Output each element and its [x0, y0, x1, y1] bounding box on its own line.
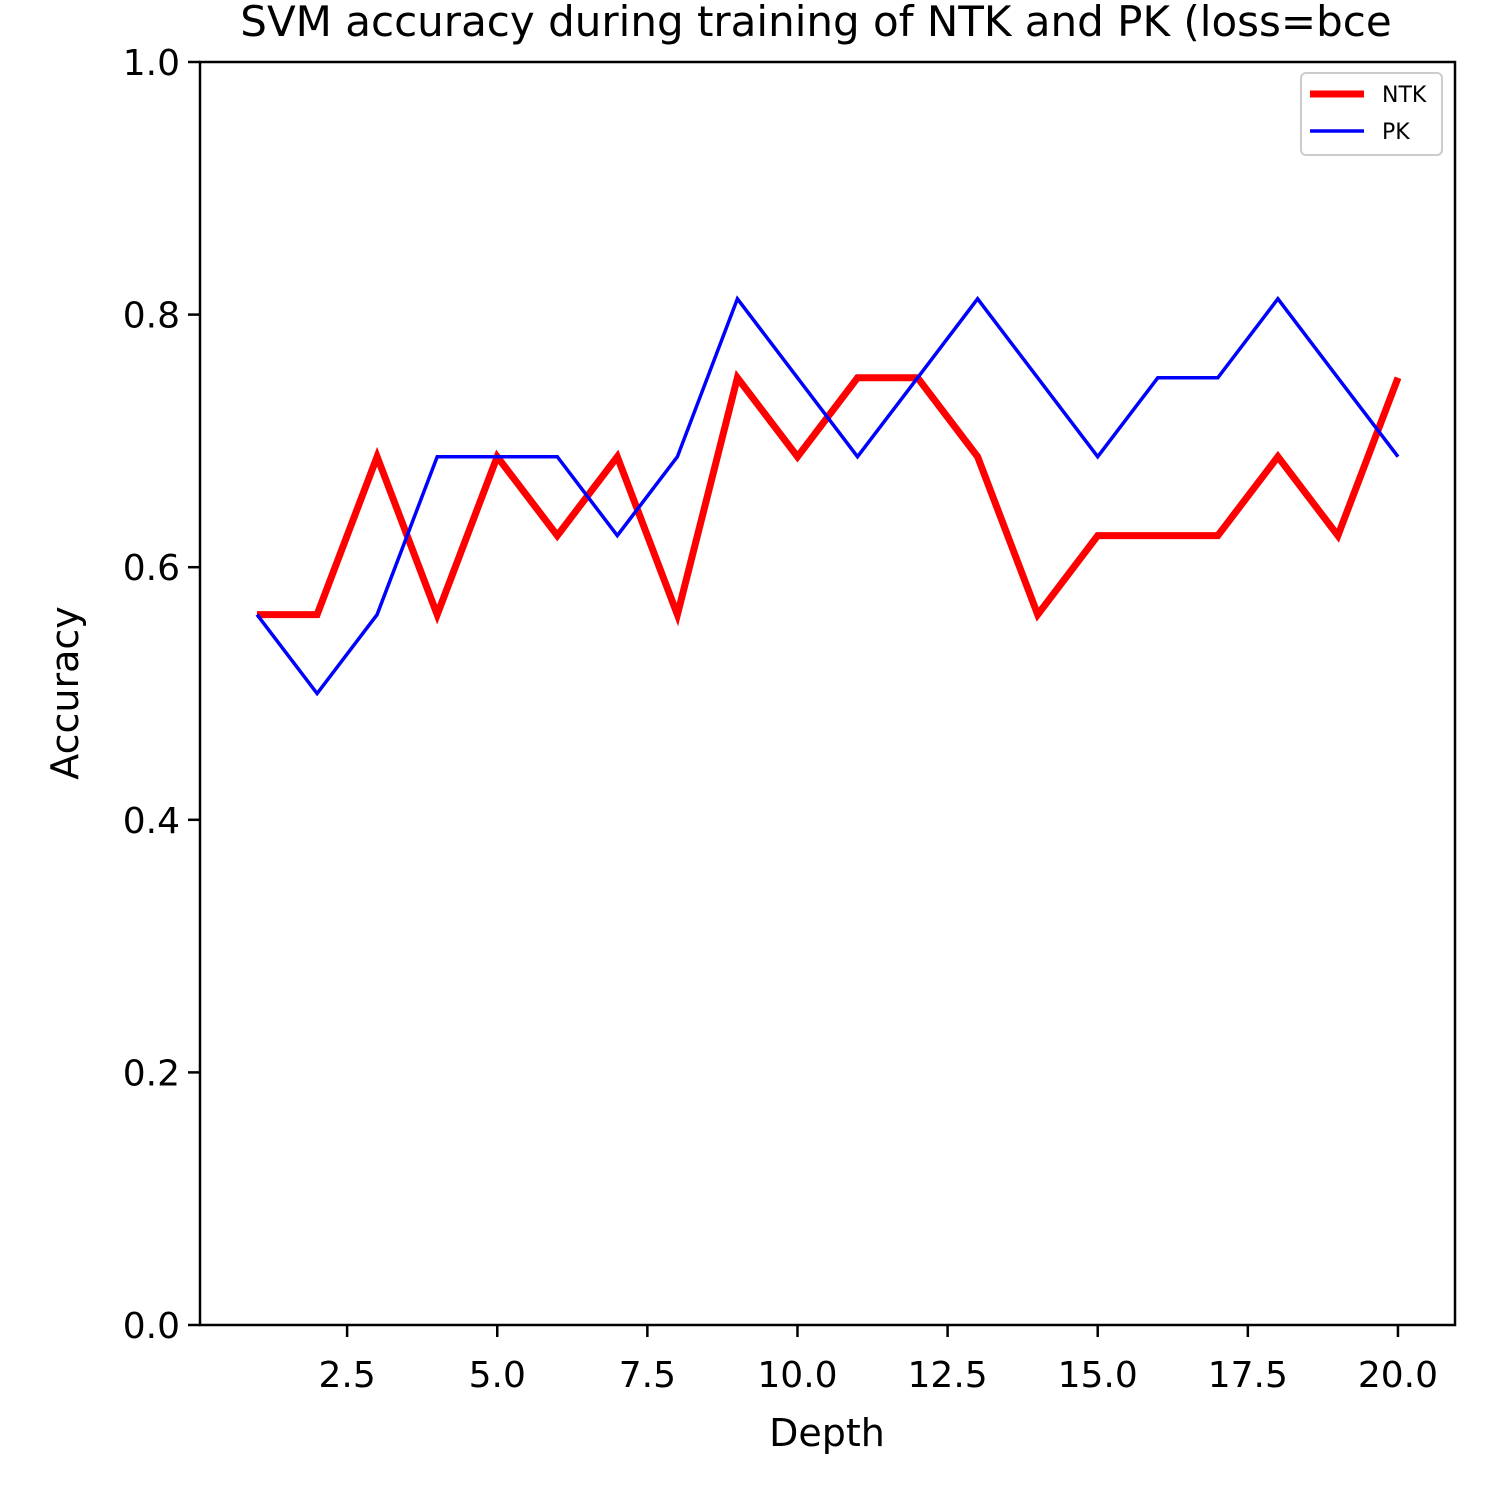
y-tick-label: 0.0: [123, 1306, 180, 1347]
x-tick-label: 2.5: [318, 1355, 375, 1396]
series-line-ntk: [257, 369, 1402, 627]
legend: NTK PK: [1300, 72, 1443, 156]
chart-title: SVM accuracy during training of NTK and …: [240, 0, 1391, 46]
y-axis-ticks: 0.0 0.2 0.4 0.6 0.8 1.0: [123, 43, 200, 1347]
legend-label-ntk: NTK: [1382, 83, 1427, 108]
plot-area: 0.0 0.2 0.4 0.6 0.8 1.0 2.5 5.0 7.5 10.0 12.5 15.0…: [123, 43, 1457, 1396]
y-tick-label: 0.8: [123, 296, 180, 337]
y-axis-label: Accuracy: [43, 606, 87, 780]
y-tick-label: 0.4: [123, 801, 180, 842]
series-lines: [255, 295, 1402, 697]
y-tick-label: 1.0: [123, 43, 180, 84]
x-tick-label: 15.0: [1058, 1355, 1138, 1396]
y-tick-label: 0.2: [123, 1053, 180, 1094]
x-tick-label: 17.5: [1208, 1355, 1288, 1396]
x-axis-label: Depth: [769, 1411, 885, 1455]
x-tick-label: 20.0: [1358, 1355, 1438, 1396]
x-axis-ticks: 2.5 5.0 7.5 10.0 12.5 15.0 17.5 20.0: [318, 1325, 1438, 1396]
x-tick-label: 5.0: [469, 1355, 526, 1396]
x-tick-label: 7.5: [619, 1355, 676, 1396]
legend-label-pk: PK: [1382, 120, 1410, 145]
series-line-pk: [255, 295, 1400, 697]
y-tick-label: 0.6: [123, 548, 180, 589]
plot-frame: [198, 60, 1457, 1327]
x-tick-label: 10.0: [757, 1355, 837, 1396]
x-tick-label: 12.5: [908, 1355, 988, 1396]
